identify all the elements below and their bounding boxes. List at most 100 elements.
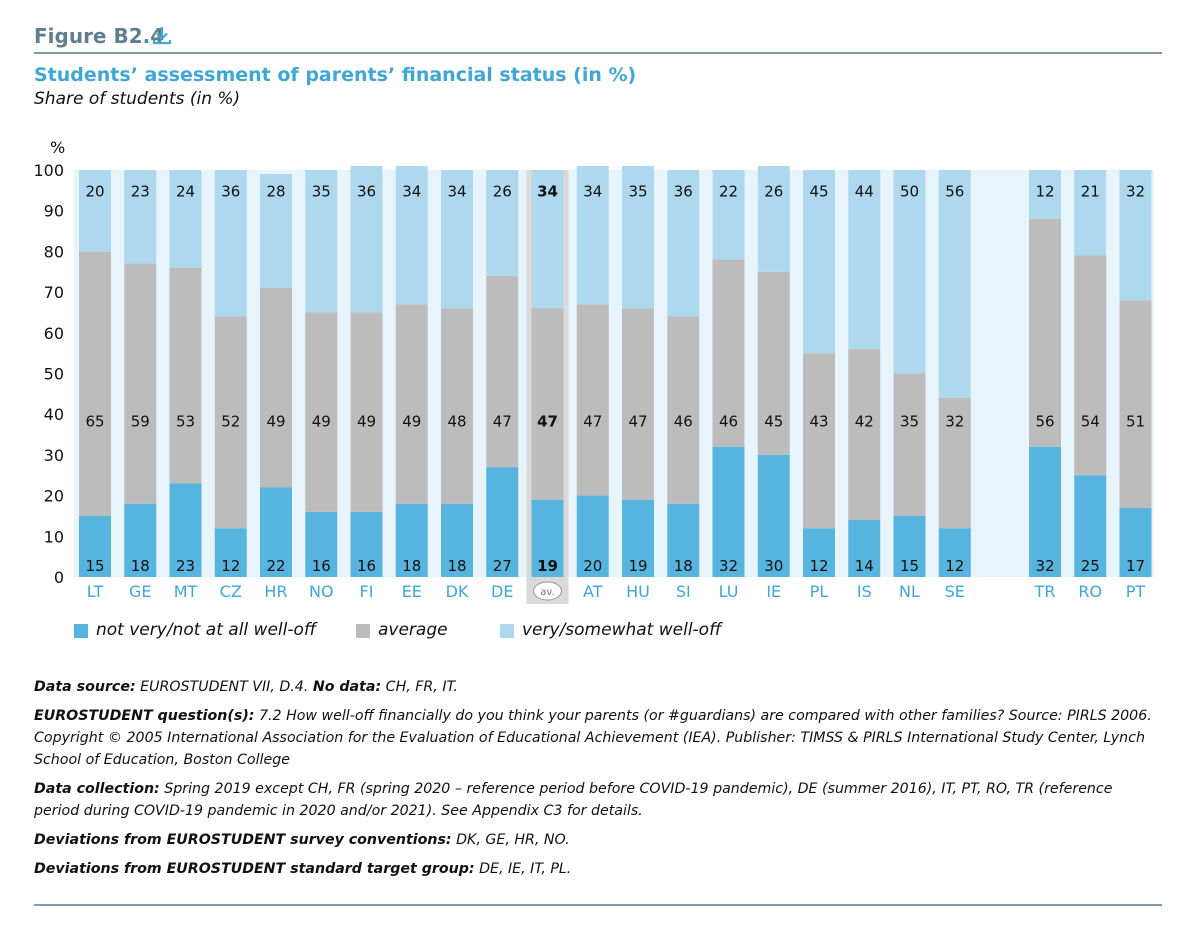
- bar-segment: [124, 170, 157, 264]
- bar-segment: [1119, 300, 1152, 508]
- bar-segment: [79, 251, 111, 516]
- chart-title: Students’ assessment of parents’ financi…: [34, 64, 637, 86]
- data-label: 34: [537, 182, 558, 200]
- data-label: 18: [131, 557, 150, 575]
- bar-segment: [395, 165, 428, 305]
- data-label: 26: [764, 182, 783, 200]
- bar-segment: [350, 312, 383, 512]
- bar-segment: [622, 499, 654, 577]
- data-label: 35: [900, 412, 919, 430]
- data-label: 45: [809, 182, 828, 200]
- bar-segment: [124, 503, 157, 577]
- data-label: 49: [266, 412, 285, 430]
- data-label: 23: [176, 557, 195, 575]
- data-label: 22: [719, 182, 738, 200]
- bar-segment: [1074, 475, 1107, 577]
- data-label: 43: [809, 412, 828, 430]
- y-tick-label: 0: [54, 568, 64, 587]
- data-label: 17: [1126, 557, 1145, 575]
- bar-segment: [486, 170, 519, 276]
- bar-segment: [893, 373, 926, 516]
- legend-label-well-off: very/somewhat well-off: [522, 620, 722, 640]
- data-label: 32: [945, 412, 964, 430]
- legend-label-average: average: [378, 620, 448, 640]
- x-tick-label: FI: [360, 582, 374, 601]
- x-tick-label: GE: [129, 582, 152, 601]
- x-tick-label: NO: [309, 582, 334, 601]
- bar-segment: [350, 511, 383, 577]
- data-label: 47: [493, 412, 512, 430]
- y-tick-label: 30: [44, 446, 64, 465]
- bar-segment: [260, 487, 292, 577]
- data-label: 49: [402, 412, 421, 430]
- bar-segment: [79, 515, 111, 577]
- data-label: 20: [583, 557, 602, 575]
- legend-swatch-average: [356, 624, 370, 638]
- data-label: 12: [221, 557, 240, 575]
- data-label: 22: [266, 557, 285, 575]
- data-label: 54: [1081, 412, 1100, 430]
- stacked-bar-chart: 0 10 20 30 40 50 60 70 80 90 100% 15 65 20 LT 18 59 23 GE 2…: [33, 138, 1154, 604]
- data-label: 36: [221, 182, 240, 200]
- x-tick-label: SE: [945, 582, 965, 601]
- data-label: 49: [357, 412, 376, 430]
- legend-swatch-not-well-off: [74, 624, 88, 638]
- chart-subtitle: Share of students (in %): [34, 89, 241, 109]
- x-tick-label: AT: [583, 582, 603, 601]
- data-label: 56: [1035, 412, 1054, 430]
- data-label: 44: [855, 182, 874, 200]
- x-tick-label: HR: [264, 582, 287, 601]
- legend-swatch-well-off: [500, 624, 514, 638]
- data-label: 32: [1035, 557, 1054, 575]
- y-tick-label: 40: [44, 405, 64, 424]
- data-label: 25: [1081, 557, 1100, 575]
- bar-segment: [1119, 507, 1152, 577]
- bar-segment: [260, 288, 292, 488]
- note-text: DE, IE, IT, PL.: [474, 861, 572, 877]
- data-label: 47: [628, 412, 647, 430]
- bar-segment: [1029, 446, 1061, 577]
- data-label: 32: [1126, 182, 1145, 200]
- note-label: Data source:: [34, 679, 136, 695]
- x-tick-label: NL: [899, 582, 920, 601]
- average-label-badge: [533, 581, 562, 601]
- x-tick-label: CZ: [220, 582, 242, 601]
- data-label: 26: [493, 182, 512, 200]
- bar-segment: [395, 304, 428, 504]
- y-tick-label: 10: [44, 527, 64, 546]
- bar-segment: [576, 495, 609, 577]
- x-tick-label: EE: [402, 582, 422, 601]
- x-tick-label: av.: [540, 587, 554, 598]
- bar-segment: [214, 528, 247, 577]
- bar-segment: [757, 165, 790, 272]
- x-tick-label: HU: [626, 582, 650, 601]
- data-label: 27: [493, 557, 512, 575]
- bar-segment: [757, 454, 790, 577]
- y-unit-label: %: [50, 138, 65, 157]
- note-label: Data collection:: [34, 781, 160, 797]
- figure-label: Figure B2.4: [34, 24, 165, 48]
- bar-segment: [803, 528, 835, 577]
- note-text: DK, GE, HR, NO.: [451, 832, 570, 848]
- note-label: No data:: [312, 679, 382, 695]
- bar-segment: [938, 528, 971, 577]
- bar-segment: [667, 503, 700, 577]
- data-label: 12: [809, 557, 828, 575]
- data-label: 34: [402, 182, 421, 200]
- data-label: 16: [357, 557, 376, 575]
- bar-segment: [531, 308, 564, 500]
- x-tick-label: DK: [446, 582, 469, 601]
- x-tick-label: MT: [174, 582, 198, 601]
- note-data-collection: Data collection: Spring 2019 except CH, …: [34, 778, 1154, 822]
- data-label: 34: [447, 182, 466, 200]
- data-label: 12: [945, 557, 964, 575]
- plot-background: [74, 170, 1154, 577]
- note-data-source: Data source: EUROSTUDENT VII, D.4. No da…: [34, 676, 1154, 698]
- x-tick-label: LU: [719, 582, 739, 601]
- download-icon[interactable]: [151, 24, 173, 46]
- note-label: EUROSTUDENT question(s):: [34, 708, 255, 724]
- bar-segment: [486, 275, 519, 468]
- bar-segment: [848, 349, 881, 521]
- bar-segment: [712, 446, 745, 577]
- y-tick-label: 20: [44, 487, 64, 506]
